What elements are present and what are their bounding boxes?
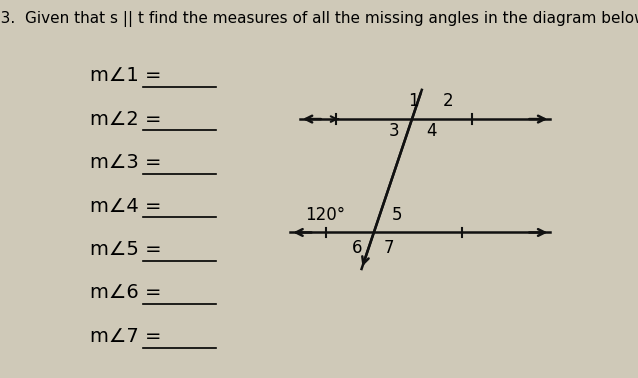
Text: m∠5 =: m∠5 = <box>90 240 162 259</box>
Text: m∠3 =: m∠3 = <box>90 153 161 172</box>
Text: m∠1 =: m∠1 = <box>90 66 161 85</box>
Text: 2: 2 <box>443 91 454 110</box>
Text: 3: 3 <box>389 122 399 140</box>
Text: 4: 4 <box>426 122 437 140</box>
Text: m∠7 =: m∠7 = <box>90 327 161 346</box>
Text: 13.  Given that s || t find the measures of all the missing angles in the diagra: 13. Given that s || t find the measures … <box>0 11 638 27</box>
Text: 5: 5 <box>392 206 403 224</box>
Text: 6: 6 <box>352 239 362 257</box>
Text: 120°: 120° <box>305 206 345 224</box>
Text: 1: 1 <box>408 91 419 110</box>
Text: 7: 7 <box>383 239 394 257</box>
Text: m∠4 =: m∠4 = <box>90 197 161 215</box>
Text: m∠2 =: m∠2 = <box>90 110 161 129</box>
Text: m∠6 =: m∠6 = <box>90 284 161 302</box>
